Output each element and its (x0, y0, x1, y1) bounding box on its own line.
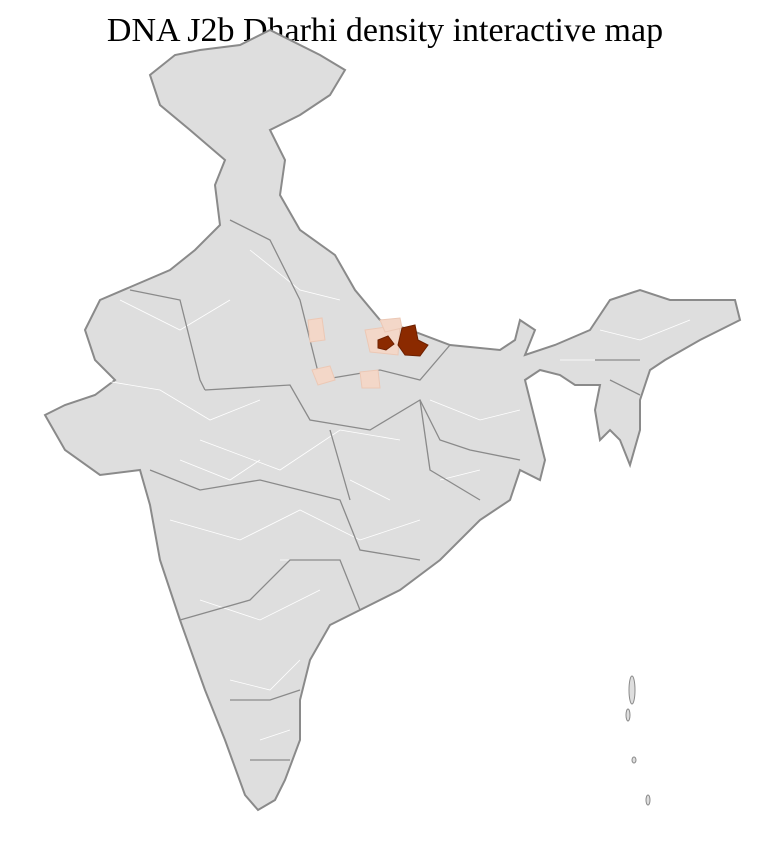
district-low-density[interactable] (311, 365, 336, 386)
district-low-density[interactable] (307, 317, 326, 343)
map-title: DNA J2b Dharhi density interactive map (106, 12, 664, 49)
andaman-nicobar-islands[interactable] (625, 675, 651, 806)
district-borders (99, 199, 691, 741)
district-low-density[interactable] (359, 369, 381, 389)
district-high-density[interactable] (397, 324, 429, 357)
district-high-density[interactable] (377, 335, 395, 351)
india-outline[interactable] (43, 28, 742, 812)
